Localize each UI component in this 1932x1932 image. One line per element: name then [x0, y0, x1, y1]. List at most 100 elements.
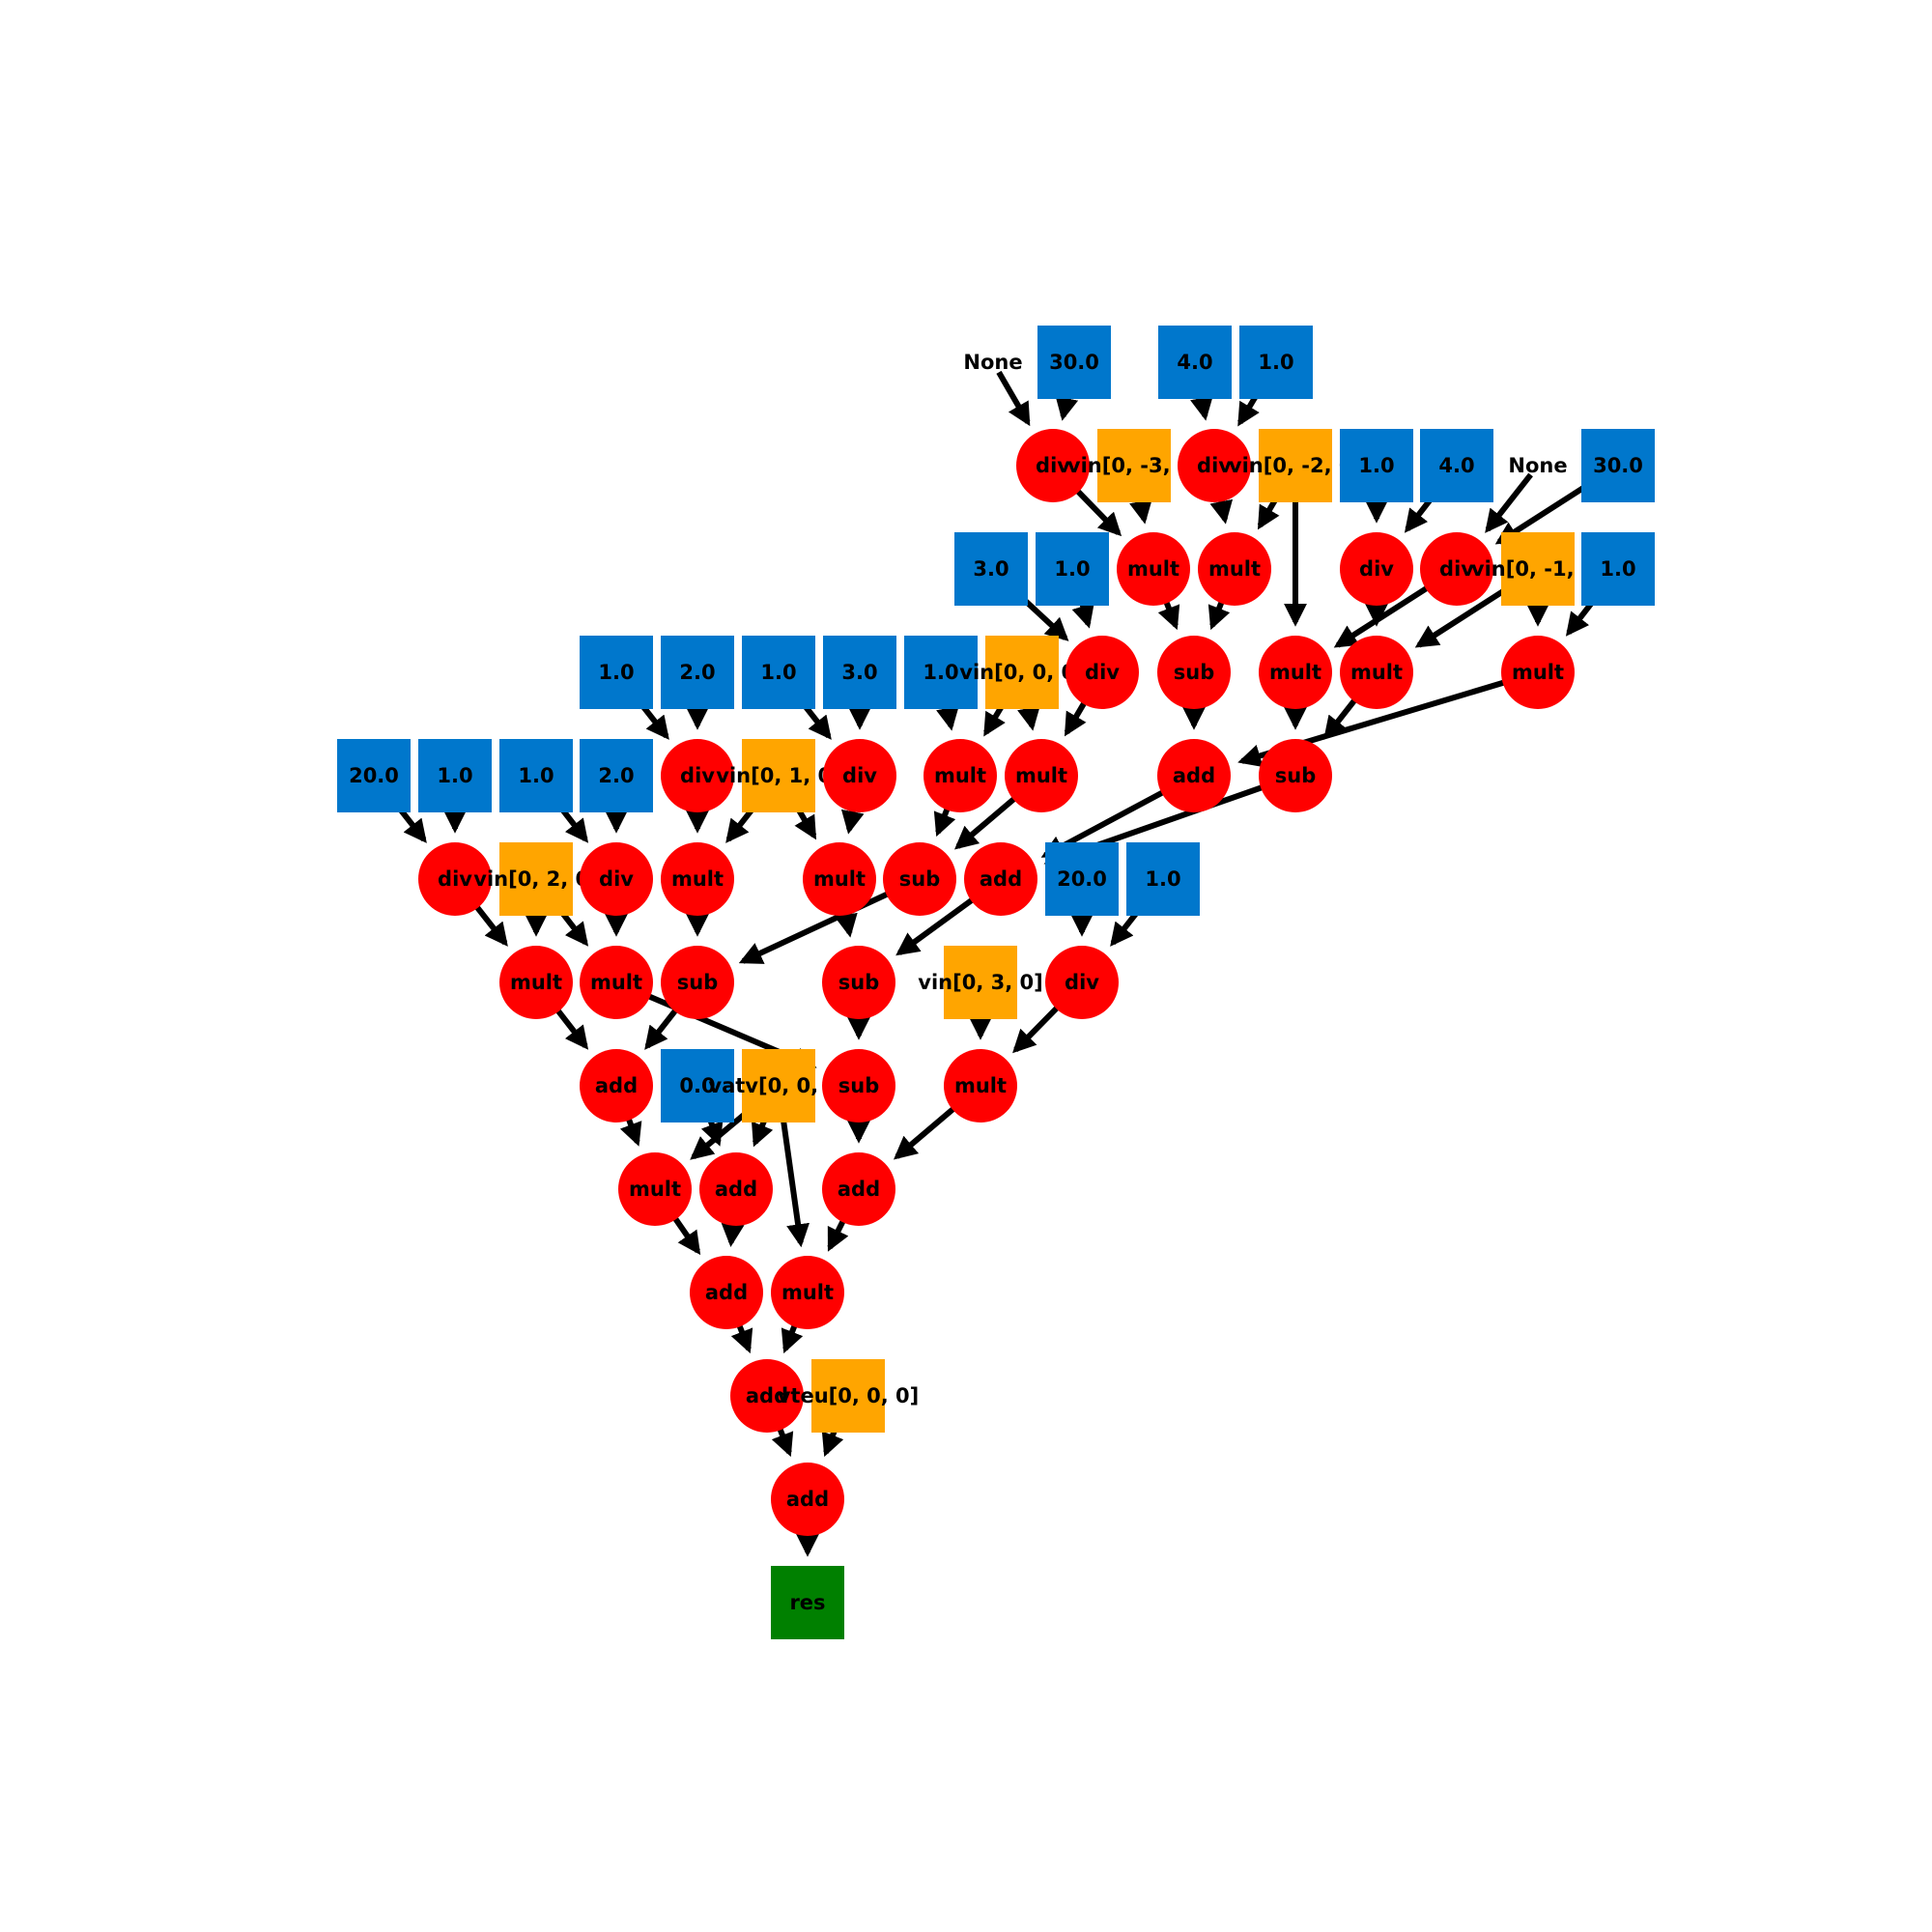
node-label: div: [599, 867, 634, 891]
node-div2: div: [1178, 429, 1251, 502]
constant-node-shape: [1036, 532, 1109, 606]
node-mult7: mult: [1005, 739, 1078, 812]
operator-node-shape: [690, 1256, 763, 1329]
node-label: 1.0: [1145, 867, 1180, 891]
operator-node-shape: [499, 946, 573, 1019]
constant-node-shape: [1045, 842, 1119, 916]
node-label: mult: [671, 867, 724, 891]
node-c1g: 1.0: [904, 636, 978, 709]
node-c1f: 1.0: [742, 636, 815, 709]
node-c1b: 1.0: [1340, 429, 1413, 502]
node-label: None: [963, 351, 1022, 374]
node-label: add: [980, 867, 1022, 891]
node-add1: add: [1157, 739, 1231, 812]
constant-node-shape: [1158, 326, 1232, 399]
variable-node-shape: [811, 1359, 885, 1433]
operator-node-shape: [1340, 532, 1413, 606]
operator-node-shape: [580, 946, 653, 1019]
node-label: sub: [838, 971, 879, 994]
node-label: vin[0, 2, 0]: [473, 867, 598, 891]
node-label: vteu[0, 0, 0]: [778, 1384, 920, 1407]
node-mult2: mult: [1198, 532, 1271, 606]
node-label: div: [680, 764, 715, 787]
node-label: add: [705, 1281, 748, 1304]
node-vin_1: vin[0, 1, 0]: [716, 739, 841, 812]
node-label: 2.0: [679, 661, 715, 684]
node-label: 0.0: [679, 1074, 715, 1097]
node-c2a: 2.0: [661, 636, 734, 709]
node-label: vin[0, 0, 0]: [959, 661, 1084, 684]
node-c2b: 2.0: [580, 739, 653, 812]
operator-node-shape: [771, 1463, 844, 1536]
operator-node-shape: [661, 946, 734, 1019]
node-label: mult: [629, 1178, 681, 1201]
operator-node-shape: [1005, 739, 1078, 812]
node-add3: add: [580, 1049, 653, 1122]
node-label: sub: [677, 971, 718, 994]
constant-node-shape: [580, 636, 653, 709]
node-div8: div: [418, 842, 492, 916]
result-node-shape: [771, 1566, 844, 1639]
node-add7: add: [730, 1359, 804, 1433]
operator-node-shape: [923, 739, 997, 812]
operator-node-shape: [803, 842, 876, 916]
node-c1d: 1.0: [1581, 532, 1655, 606]
operator-node-shape: [822, 1049, 895, 1122]
variable-node-shape: [1097, 429, 1171, 502]
node-label: div: [438, 867, 472, 891]
node-label: add: [786, 1488, 829, 1511]
node-label: res: [789, 1591, 825, 1614]
operator-node-shape: [618, 1152, 692, 1226]
operator-node-shape: [1501, 636, 1575, 709]
operator-node-shape: [1259, 636, 1332, 709]
node-label: mult: [590, 971, 642, 994]
constant-node-shape: [742, 636, 815, 709]
node-label: mult: [1015, 764, 1067, 787]
operator-node-shape: [730, 1359, 804, 1433]
node-label: vin[0, 1, 0]: [716, 764, 840, 787]
node-label: div: [842, 764, 877, 787]
node-sub2: sub: [1259, 739, 1332, 812]
node-label: div: [1036, 454, 1070, 477]
operator-node-shape: [661, 739, 734, 812]
constant-node-shape: [1340, 429, 1413, 502]
operator-node-shape: [822, 946, 895, 1019]
node-mult12: mult: [944, 1049, 1017, 1122]
operator-node-shape: [1198, 532, 1271, 606]
operator-node-shape: [822, 1152, 895, 1226]
node-div3: div: [1340, 532, 1413, 606]
node-c30a: 30.0: [1037, 326, 1111, 399]
node-label: mult: [1127, 557, 1179, 581]
node-label: 1.0: [923, 661, 958, 684]
node-label: mult: [1350, 661, 1403, 684]
constant-node-shape: [1581, 429, 1655, 502]
node-label: sub: [1275, 764, 1316, 787]
node-label: 20.0: [1057, 867, 1107, 891]
operator-node-shape: [823, 739, 896, 812]
operator-node-shape: [580, 842, 653, 916]
variable-node-shape: [1259, 429, 1332, 502]
node-c20b: 20.0: [1045, 842, 1119, 916]
node-label: 30.0: [1593, 454, 1643, 477]
node-none2: None: [1508, 454, 1567, 477]
node-c1c: 1.0: [1036, 532, 1109, 606]
node-div10: div: [1045, 946, 1119, 1019]
node-div5: div: [1065, 636, 1139, 709]
constant-node-shape: [1581, 532, 1655, 606]
node-c1a: 1.0: [1239, 326, 1313, 399]
node-c3a: 3.0: [954, 532, 1028, 606]
node-vin_3: vin[0, 3, 0]: [918, 946, 1043, 1019]
node-label: vin[0, 3, 0]: [918, 971, 1042, 994]
operator-node-shape: [883, 842, 956, 916]
node-sub5: sub: [822, 946, 895, 1019]
node-none1: None: [963, 351, 1022, 374]
node-c1h: 1.0: [418, 739, 492, 812]
operator-node-shape: [1259, 739, 1332, 812]
node-label: 1.0: [598, 661, 634, 684]
node-add6: add: [690, 1256, 763, 1329]
node-label: 1.0: [437, 764, 472, 787]
operator-node-shape: [699, 1152, 773, 1226]
node-label: 4.0: [1177, 351, 1212, 374]
node-label: div: [1439, 557, 1474, 581]
